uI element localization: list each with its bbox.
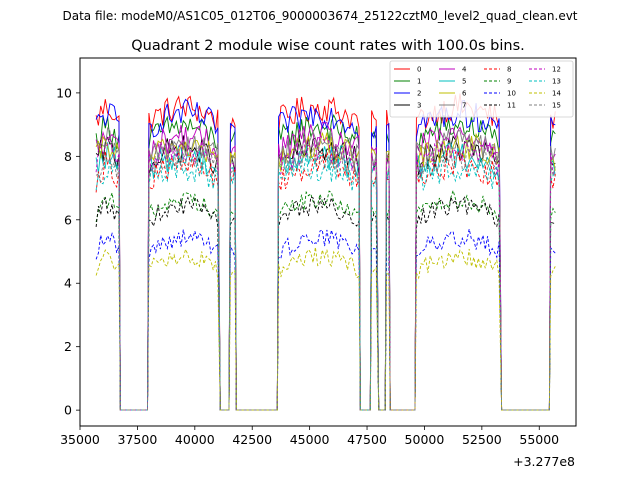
y-tick-label: 8: [64, 149, 72, 164]
legend-label-5: 5: [462, 78, 466, 86]
legend-label-3: 3: [417, 102, 421, 110]
legend-label-0: 0: [417, 66, 421, 74]
y-tick-label: 2: [64, 339, 72, 354]
x-tick-label: 47500: [347, 432, 387, 447]
suptitle: Data file: modeM0/AS1C05_012T06_90000036…: [62, 9, 577, 23]
x-tick-label: 37500: [118, 432, 158, 447]
x-tick-label: 42500: [232, 432, 272, 447]
series-line-3: [95, 135, 556, 411]
x-tick-label: 50000: [405, 432, 445, 447]
legend-label-4: 4: [462, 66, 467, 74]
series-line-14: [95, 247, 556, 411]
x-tick-label: 35000: [60, 432, 100, 447]
legend-label-11: 11: [507, 102, 516, 110]
plot-frame: [79, 57, 577, 427]
legend-label-6: 6: [462, 90, 467, 98]
series-line-5: [95, 142, 556, 411]
x-tick-label: 45000: [290, 432, 330, 447]
legend-label-2: 2: [417, 90, 421, 98]
legend-box: [389, 60, 574, 118]
series-line-11: [95, 196, 556, 411]
series-line-12: [95, 134, 556, 411]
legend-label-8: 8: [507, 66, 511, 74]
legend-label-9: 9: [507, 78, 511, 86]
legend-label-13: 13: [552, 78, 561, 86]
legend-label-1: 1: [417, 78, 421, 86]
series-line-10: [95, 229, 556, 411]
legend-label-10: 10: [507, 90, 516, 98]
legend-label-14: 14: [552, 90, 561, 98]
legend-label-12: 12: [552, 66, 561, 74]
legend-label-15: 15: [552, 102, 561, 110]
y-tick-label: 6: [64, 212, 72, 227]
chart-title: Quadrant 2 module wise count rates with …: [131, 38, 525, 54]
x-tick-label: 40000: [175, 432, 215, 447]
series-line-15: [95, 141, 556, 411]
y-axis: 0 2 4 6 8 10: [56, 85, 80, 418]
x-axis: 35000 37500 40000 42500 45000 47500 50000 52500…: [60, 426, 559, 447]
series-line-9: [95, 188, 556, 411]
series-layer: [95, 93, 556, 411]
y-tick-label: 0: [64, 403, 72, 418]
legend-label-7: 7: [462, 102, 466, 110]
x-tick-label: 52500: [462, 432, 502, 447]
x-tick-label: 55000: [519, 432, 559, 447]
series-line-7: [95, 126, 556, 411]
y-tick-label: 10: [56, 85, 72, 100]
y-tick-label: 4: [64, 276, 72, 291]
x-offset-label: +3.277e8: [513, 454, 575, 469]
